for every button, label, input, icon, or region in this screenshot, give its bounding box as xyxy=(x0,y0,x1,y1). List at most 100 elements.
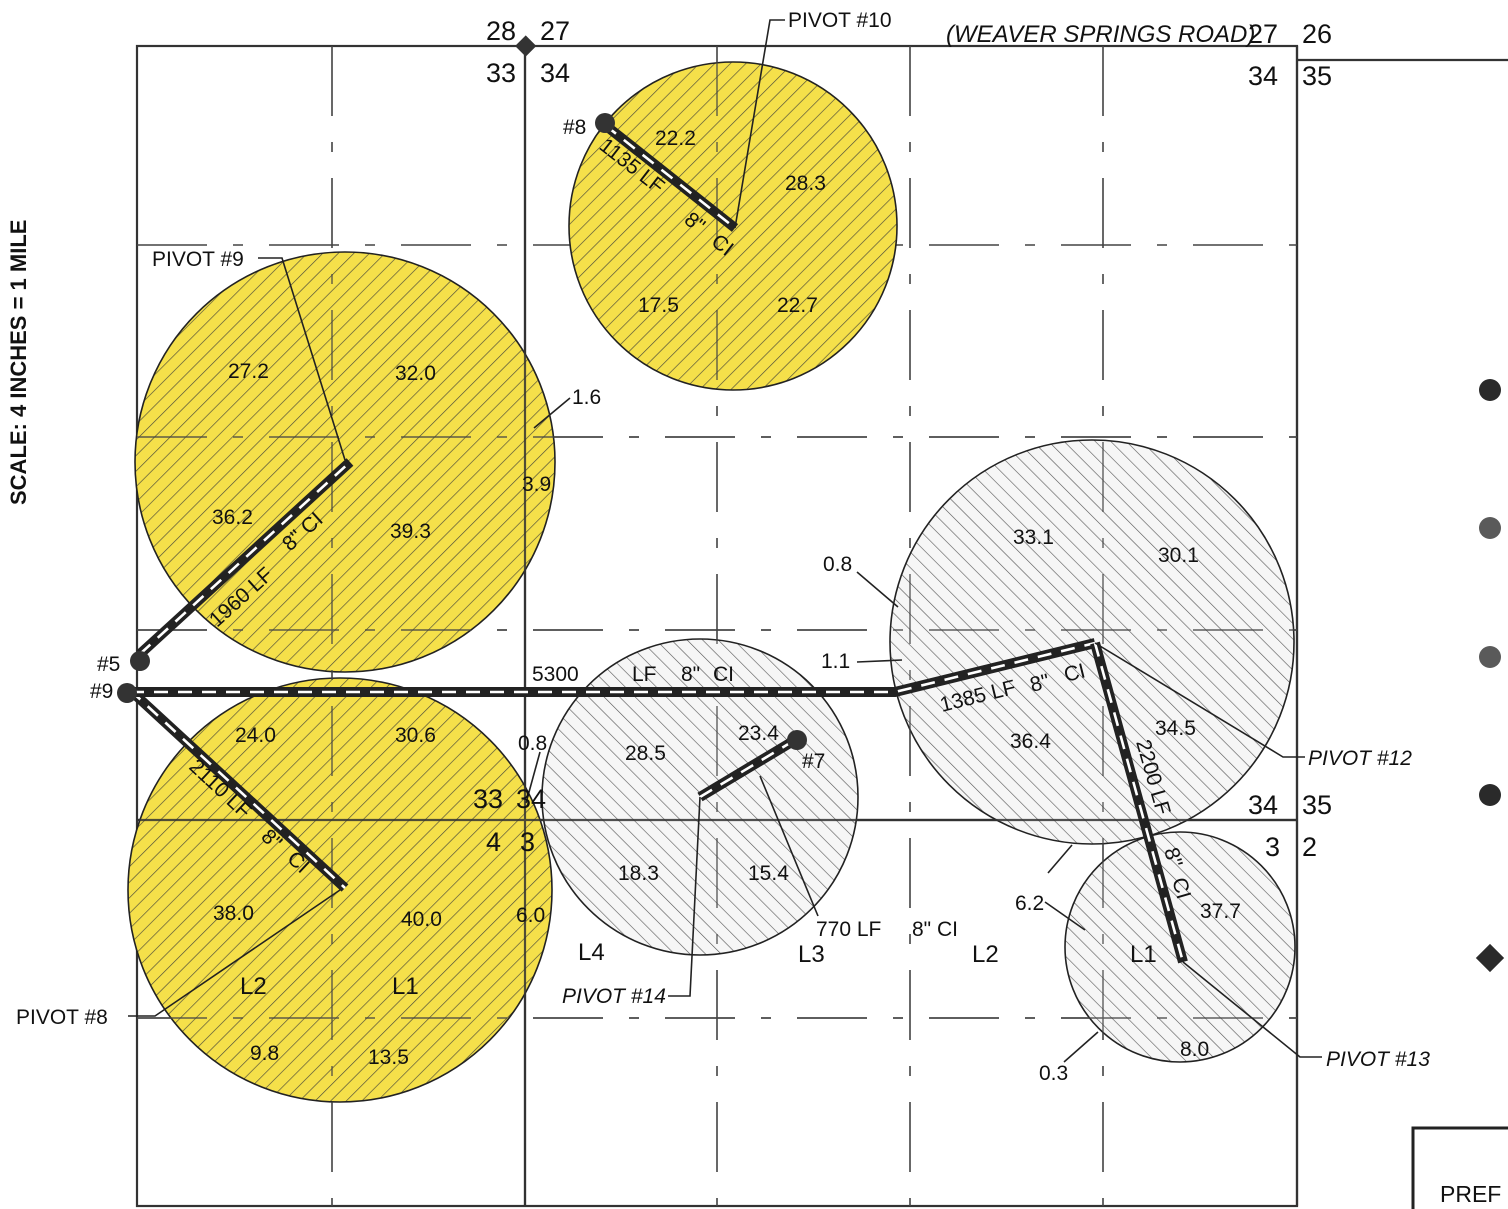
acreage-label: 38.0 xyxy=(213,902,254,925)
acreage-label: 36.2 xyxy=(212,506,253,529)
well-7-label: #7 xyxy=(802,750,825,773)
pivot-10-leader xyxy=(734,19,785,229)
acreage-label: 1.1 xyxy=(821,650,850,673)
acreage-label: 6.2 xyxy=(1015,892,1044,915)
section-33a: 33 xyxy=(486,58,516,88)
pivot-12-leader xyxy=(1094,642,1305,758)
well-9-marker xyxy=(117,683,137,703)
section-28: 28 xyxy=(486,16,516,46)
legend-dot-4 xyxy=(1479,784,1501,806)
well-labels: #8 #5 #9 #7 xyxy=(90,116,825,773)
pivot-9-label: PIVOT #9 xyxy=(152,248,244,271)
acreage-label: 0.3 xyxy=(1039,1062,1068,1085)
acreage-label: 32.0 xyxy=(395,362,436,385)
pivot-circles xyxy=(127,61,1296,1103)
section-34c: 34 xyxy=(1248,790,1278,820)
pivot-14-leader xyxy=(668,796,701,997)
acreage-label: 27.2 xyxy=(228,360,269,383)
title-block: PREF xyxy=(1411,1126,1508,1209)
lot-l3: L3 xyxy=(798,941,825,968)
pipe-5300-length: 5300 xyxy=(532,663,579,686)
acreage-label: 18.3 xyxy=(618,862,659,885)
leader-lines xyxy=(128,19,1322,1063)
legend-markers xyxy=(1475,379,1505,973)
pivot-14-label: PIVOT #14 xyxy=(562,985,666,1008)
section-2: 2 xyxy=(1302,832,1317,862)
section-26: 26 xyxy=(1302,19,1332,49)
pipe-770-size: 8" CI xyxy=(912,918,958,941)
section-corner-diamond xyxy=(515,35,537,57)
acreage-label: 3.9 xyxy=(522,473,551,496)
section-27b: 27 xyxy=(1248,19,1278,49)
acreage-label: 36.4 xyxy=(1010,730,1051,753)
section-33b: 33 xyxy=(473,784,503,814)
acreage-label: 39.3 xyxy=(390,520,431,543)
acreage-label: 13.5 xyxy=(368,1046,409,1069)
title-block-frame xyxy=(1411,1126,1508,1209)
pipe-5300-size: 8" xyxy=(681,663,700,686)
well-5-label: #5 xyxy=(97,653,120,676)
acreage-label: 24.0 xyxy=(235,724,276,747)
section-27a: 27 xyxy=(540,16,570,46)
section-3b: 3 xyxy=(520,827,535,857)
legend-dot-3 xyxy=(1479,646,1501,668)
legend-dot-2 xyxy=(1479,517,1501,539)
pivot-8-label: PIVOT #8 xyxy=(16,1006,108,1029)
section-34d: 34 xyxy=(516,784,546,814)
section-grid-overlay xyxy=(137,46,1297,1206)
section-34b: 34 xyxy=(1248,61,1278,91)
well-9-label: #9 xyxy=(90,680,113,703)
section-34a: 34 xyxy=(540,58,570,88)
well-7-marker xyxy=(787,730,807,750)
acreage-label: 30.6 xyxy=(395,724,436,747)
pipe-5300-unit: LF xyxy=(632,663,657,686)
acreage-label: 30.1 xyxy=(1158,544,1199,567)
legend-diamond xyxy=(1475,943,1505,973)
acreage-label: 8.0 xyxy=(1180,1038,1209,1061)
pivot-8-leader xyxy=(128,889,341,1017)
acreage-label: 34.5 xyxy=(1155,717,1196,740)
pivot-12-label: PIVOT #12 xyxy=(1308,747,1412,770)
pipe-1960 xyxy=(136,458,354,658)
acreage-label: 0.8 xyxy=(518,732,547,755)
section-3a: 3 xyxy=(1265,832,1280,862)
lot-l1-west: L1 xyxy=(392,973,419,1000)
pipe-5300 xyxy=(130,638,1097,697)
pivot-13-leader xyxy=(1182,961,1322,1058)
section-35b: 35 xyxy=(1302,790,1332,820)
lot-l2-east: L2 xyxy=(972,941,999,968)
acreage-label: 37.7 xyxy=(1200,900,1241,923)
acreage-label: 28.5 xyxy=(625,742,666,765)
acreage-label: 23.4 xyxy=(738,722,779,745)
well-5-marker xyxy=(130,651,150,671)
lot-l4: L4 xyxy=(578,939,605,966)
pivot-10-label: PIVOT #10 xyxy=(788,9,892,32)
acreage-label: 40.0 xyxy=(401,908,442,931)
pipe-770-length: 770 LF xyxy=(816,918,881,941)
acreage-label: 33.1 xyxy=(1013,526,1054,549)
pivot-9-leader xyxy=(258,257,346,461)
acreage-labels: 22.2 28.3 17.5 22.7 27.2 32.0 1.6 3.9 36… xyxy=(212,127,1241,1085)
well-8-label: #8 xyxy=(563,116,586,139)
acreage-label: 0.8 xyxy=(823,553,852,576)
section-35a: 35 xyxy=(1302,61,1332,91)
acreage-label: 17.5 xyxy=(638,294,679,317)
pivot-13-label: PIVOT #13 xyxy=(1326,1048,1430,1071)
acreage-label: 15.4 xyxy=(748,862,789,885)
section-4: 4 xyxy=(486,827,501,857)
section-numbers: 28 27 33 34 27 26 34 35 34 35 3 2 33 34 … xyxy=(473,16,1332,862)
legend-dot-1 xyxy=(1479,379,1501,401)
pipelines xyxy=(126,121,1188,964)
lot-labels: L4 L3 L2 L1 L2 L1 xyxy=(240,939,1157,1000)
acreage-label: 9.8 xyxy=(250,1042,279,1065)
pipe-5300-material: CI xyxy=(713,663,734,686)
lot-l1-east: L1 xyxy=(1130,941,1157,968)
title-block-text: PREF xyxy=(1440,1181,1501,1207)
scale-label: SCALE: 4 INCHES = 1 MILE xyxy=(6,220,31,505)
acreage-label: 28.3 xyxy=(785,172,826,195)
lot-l2-west: L2 xyxy=(240,973,267,1000)
acreage-label: 22.7 xyxy=(777,294,818,317)
pivot-labels: PIVOT #10 PIVOT #9 PIVOT #8 PIVOT #12 PI… xyxy=(16,9,1430,1071)
well-8-marker xyxy=(595,113,615,133)
